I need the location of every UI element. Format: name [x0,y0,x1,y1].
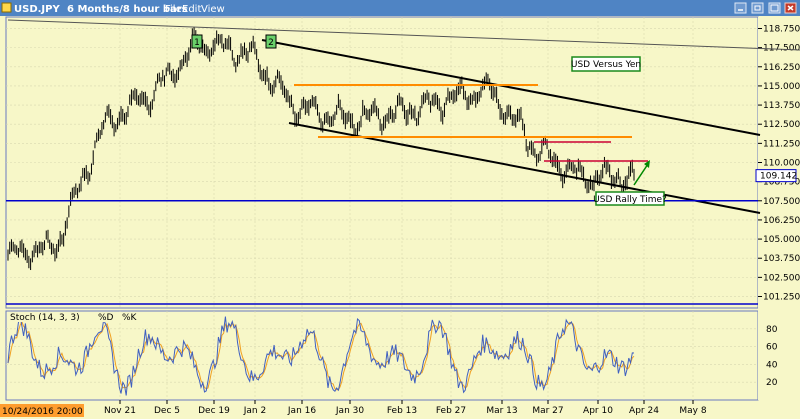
window-title: USD.JPY [14,4,60,15]
x-tick-label: Nov 21 [104,406,136,416]
y-tick-label: 111.250 [763,139,800,149]
stoch-title: Stoch (14, 3, 3) [10,313,80,323]
x-tick-label: Dec 5 [154,406,180,416]
axis-panel [758,17,798,400]
y-tick-label: 102.500 [763,273,800,283]
last-price-label: 109.142 [760,172,797,182]
last-price-box [755,169,797,183]
menu-item-edit[interactable]: Edit [182,4,201,15]
x-tick-label: Mar 13 [486,406,517,416]
x-tick-label: Apr 24 [629,406,659,416]
y-tick-label: 106.250 [763,216,800,226]
long-trendline [7,19,800,51]
start-date-box [0,404,84,417]
maximize-icon [770,4,779,12]
window-period: 6 Months/8 hour bars [67,4,188,15]
menu-item-view[interactable]: View [201,4,225,15]
stoch-y-tick-label: 60 [766,343,778,353]
x-tick-label: Jan 2 [243,406,266,416]
y-tick-label: 101.250 [763,293,800,303]
x-tick-label: Jan 16 [287,406,316,416]
close-icon [787,5,794,11]
x-tick-label: Apr 10 [583,406,613,416]
stoch-label-bg [8,312,142,322]
x-tick-label: May 8 [679,406,706,416]
rally-label: USD Rally Time? [593,195,667,205]
y-tick-label: 105.000 [763,235,800,245]
x-tick-label: Feb 27 [436,406,466,416]
minimize-button[interactable] [734,2,747,14]
stoch-y-tick-label: 20 [766,378,778,388]
y-tick-label: 118.750 [763,24,800,34]
y-tick-label: 103.750 [763,254,800,264]
y-tick-label: 113.750 [763,101,800,111]
chart-title-label: USD Versus Yen [571,60,641,70]
stoch-y-tick-label: 40 [766,360,778,370]
x-tick-label: Dec 19 [198,406,230,416]
y-tick-label: 115.000 [763,82,800,92]
rally-box [595,191,665,206]
stoch-d-line [7,320,635,391]
x-tick-label: Jan 30 [335,406,364,416]
stoch-k-line [7,316,635,396]
stoch-y-tick-label: 80 [766,325,778,335]
title-bar [0,0,800,16]
rally-arrowhead [644,160,650,168]
start-date-label: 10/24/2016 20:00 [2,407,83,417]
stoch-legend-d: %D [98,313,114,323]
y-tick-label: 116.250 [763,63,800,73]
menu-item-file[interactable]: File [165,4,182,15]
y-tick-label: 117.500 [763,44,800,54]
y-tick-label: 107.500 [763,197,800,207]
rally-arrow [633,163,649,186]
x-tick-label: Feb 13 [387,406,417,416]
wave-1-box [191,34,203,49]
upper-channel-line [261,39,761,136]
wave-2-box [265,34,277,49]
wave-1-label: 1 [194,38,200,48]
restore-icon [754,5,761,11]
y-tick-label: 112.500 [763,120,800,130]
stoch-legend-k: %K [122,313,138,323]
chart-title-box [571,56,641,72]
maximize-button[interactable] [768,2,781,14]
y-tick-label: 110.000 [763,159,800,169]
y-tick-label: 108.750 [763,178,800,188]
wave-2-label: 2 [268,38,274,48]
restore-button[interactable] [751,2,764,14]
x-tick-label: Mar 27 [532,406,563,416]
app-icon [1,2,12,13]
